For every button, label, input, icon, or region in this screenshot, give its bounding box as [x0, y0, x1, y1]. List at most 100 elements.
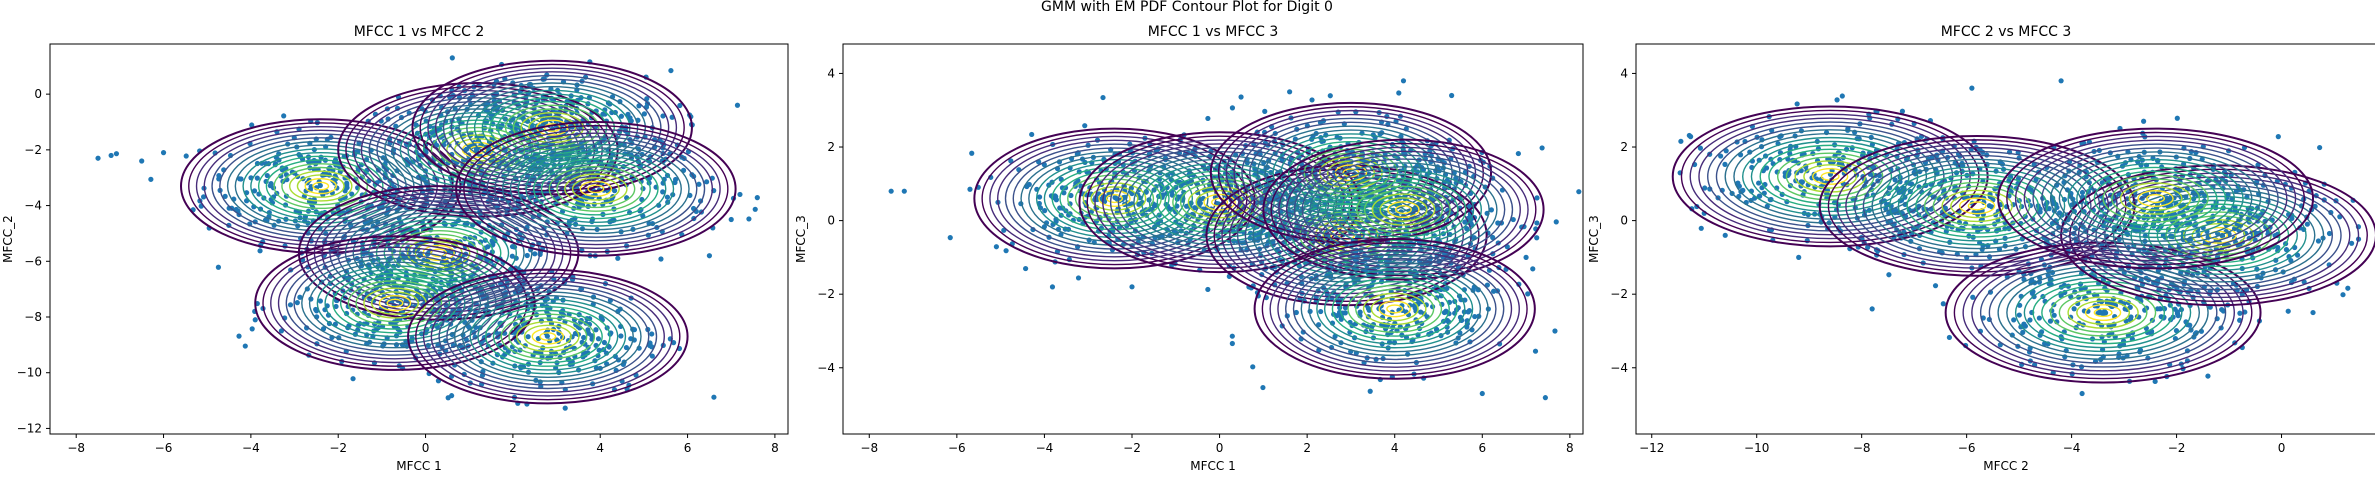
contour-line: [273, 163, 369, 210]
data-point: [2174, 115, 2180, 121]
contour-line: [1067, 174, 1162, 223]
data-point: [1940, 301, 1946, 307]
x-tick-label: −4: [242, 441, 260, 455]
x-tick-label: −4: [1036, 441, 1054, 455]
contour-line: [1164, 174, 1275, 231]
data-point: [628, 336, 634, 342]
data-point: [611, 188, 618, 194]
data-point: [596, 347, 602, 353]
data-point: [2328, 209, 2334, 216]
data-point: [2011, 317, 2017, 323]
data-point: [333, 303, 339, 310]
contour-line: [419, 63, 685, 192]
data-point: [754, 195, 760, 201]
data-point: [1525, 291, 1531, 297]
contour-line: [500, 313, 596, 360]
data-point: [1238, 94, 1244, 100]
data-point: [1946, 334, 1952, 341]
data-point: [615, 255, 621, 261]
data-point: [1008, 158, 1014, 164]
data-point: [317, 182, 323, 189]
contour-line: [301, 257, 489, 349]
contour-line: [422, 276, 673, 397]
subplot-title: MFCC 1 vs MFCC 3: [1148, 24, 1279, 40]
contour-line: [262, 239, 528, 367]
contour-line: [1277, 249, 1513, 368]
data-point: [1834, 97, 1840, 103]
data-point: [1794, 101, 1800, 107]
data-point: [1523, 254, 1529, 260]
x-tick-label: 8: [1566, 441, 1574, 455]
contour-line: [347, 280, 443, 327]
y-tick-label: −8: [24, 310, 42, 324]
data-point: [601, 339, 608, 346]
contour-line: [494, 139, 698, 238]
data-point: [737, 191, 743, 198]
x-tick-label: 0: [1216, 441, 1224, 455]
data-point: [1735, 180, 1741, 186]
contour-line: [446, 134, 510, 166]
data-point: [525, 334, 531, 340]
y-tick-label: −2: [24, 143, 42, 157]
data-point: [2152, 378, 2158, 385]
contour-line: [516, 320, 580, 353]
contour-line: [587, 184, 605, 194]
contour-line: [1386, 304, 1404, 314]
data-point: [545, 327, 551, 333]
contour-line: [1348, 181, 1459, 238]
data-point: [1470, 287, 1476, 293]
data-point: [1407, 302, 1413, 308]
data-point: [1479, 390, 1485, 397]
contour-line: [308, 261, 482, 345]
data-point: [1464, 226, 1470, 232]
data-point: [313, 306, 319, 313]
contour-line: [1287, 141, 1414, 205]
data-point: [2154, 306, 2161, 312]
data-point: [1686, 132, 1692, 139]
contour-line: [430, 280, 665, 393]
data-point: [216, 173, 222, 179]
data-point: [477, 239, 484, 245]
data-point: [2046, 206, 2052, 212]
data-point: [585, 327, 591, 333]
contour-line: [1332, 173, 1475, 246]
contour-line: [1035, 158, 1194, 239]
data-point: [623, 344, 630, 351]
contour-line: [1020, 151, 1209, 246]
contour-line: [1086, 135, 1353, 269]
data-point: [317, 298, 324, 304]
contour-line: [293, 254, 497, 353]
data-point: [1441, 309, 1448, 316]
contour-line: [1249, 121, 1453, 224]
x-tick-label: 6: [1478, 441, 1486, 455]
contour-line: [386, 298, 404, 308]
data-point: [1396, 90, 1402, 96]
y-tick-label: −4: [24, 199, 42, 213]
data-point: [2099, 334, 2105, 340]
data-point: [1534, 220, 1540, 226]
contour-line: [492, 309, 603, 364]
data-point: [113, 151, 120, 157]
contour-line: [242, 148, 400, 224]
data-point: [1334, 313, 1340, 319]
contour-line: [312, 181, 330, 191]
contour-line: [477, 302, 619, 371]
data-point: [1293, 309, 1299, 316]
y-tick-label: 0: [827, 214, 835, 228]
contour-line: [1270, 142, 1537, 277]
data-point: [1042, 208, 1048, 214]
contour-line: [1317, 166, 1490, 253]
y-tick-label: −2: [817, 287, 835, 301]
data-point: [1400, 78, 1407, 84]
data-point: [2173, 328, 2180, 334]
contour-line: [411, 59, 693, 196]
contour-line: [1278, 146, 1529, 273]
x-tick-label: 8: [771, 441, 779, 455]
data-point: [1698, 225, 1704, 231]
contour-line: [1293, 154, 1514, 265]
x-tick-label: 6: [684, 441, 692, 455]
data-point: [1315, 322, 1322, 328]
contour-line: [1262, 138, 1545, 281]
data-point: [1036, 194, 1043, 200]
